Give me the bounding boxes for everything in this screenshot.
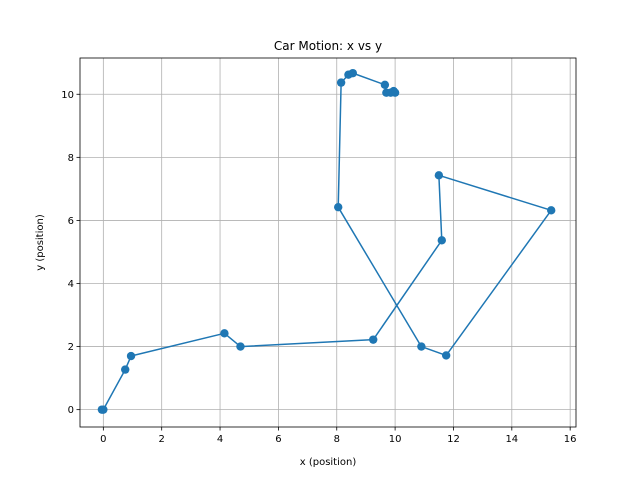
y-tick-label: 2 xyxy=(68,342,74,353)
y-tick-label: 0 xyxy=(68,405,74,416)
x-tick-label: 16 xyxy=(564,434,577,445)
ticks: 0 2 4 6 8 10 12 14 16 0 2 4 6 8 10 xyxy=(61,90,576,445)
x-tick-label: 0 xyxy=(100,434,106,445)
x-tick-label: 8 xyxy=(334,434,340,445)
data-point xyxy=(434,171,444,180)
data-point xyxy=(547,206,556,215)
y-tick-label: 6 xyxy=(68,216,74,227)
x-axis-label: x (position) xyxy=(300,457,357,468)
data-point xyxy=(334,202,343,212)
x-tick-label: 10 xyxy=(389,434,402,445)
data-point xyxy=(126,351,136,361)
data-point xyxy=(220,329,229,338)
plot-frame xyxy=(79,57,577,428)
series-layer xyxy=(97,68,556,414)
x-tick-label: 12 xyxy=(447,434,460,445)
data-point xyxy=(380,80,390,90)
x-tick-label: 6 xyxy=(275,434,281,445)
data-point xyxy=(236,342,245,351)
data-point xyxy=(390,88,400,97)
y-tick-label: 4 xyxy=(68,279,74,290)
data-point xyxy=(99,405,108,414)
data-point xyxy=(437,236,446,245)
data-point xyxy=(336,78,346,87)
data-point xyxy=(417,342,426,351)
x-tick-label: 2 xyxy=(159,434,165,445)
x-tick-label: 4 xyxy=(217,434,223,445)
data-point xyxy=(348,68,357,78)
grid xyxy=(80,58,576,427)
y-axis-label: y (position) xyxy=(35,214,46,271)
data-point xyxy=(369,335,378,344)
chart-title: Car Motion: x vs y xyxy=(274,39,382,53)
data-point xyxy=(441,351,451,360)
y-tick-label: 8 xyxy=(68,153,74,164)
data-point xyxy=(121,365,130,374)
x-tick-label: 14 xyxy=(505,434,518,445)
y-tick-label: 10 xyxy=(61,90,74,101)
